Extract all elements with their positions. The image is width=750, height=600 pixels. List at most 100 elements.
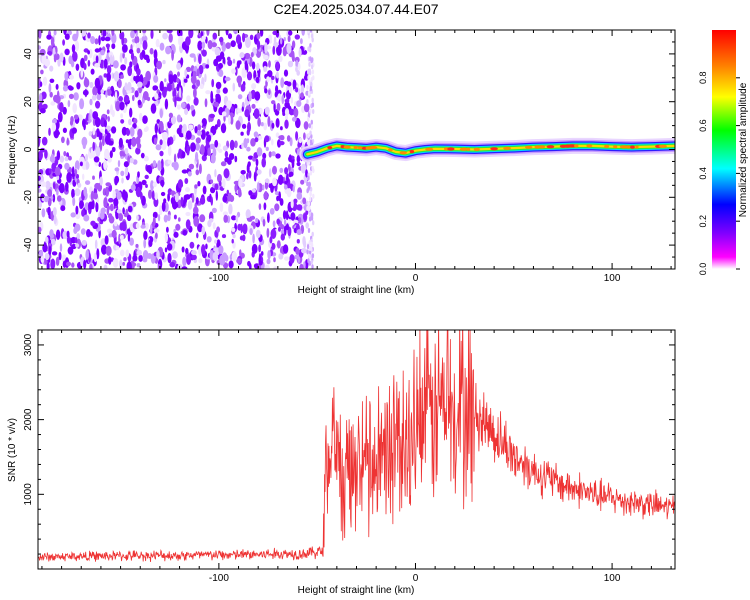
noise-speckle <box>173 231 179 238</box>
noise-speckle <box>288 171 294 177</box>
noise-speckle <box>121 177 124 184</box>
noise-speckle <box>125 139 130 144</box>
noise-speckle <box>71 166 75 176</box>
x-tick-label: 100 <box>604 273 621 284</box>
noise-speckle <box>295 131 299 141</box>
noise-speckle <box>248 91 252 102</box>
noise-speckle <box>121 36 125 46</box>
noise-speckle <box>60 205 66 212</box>
noise-speckle <box>107 30 110 34</box>
noise-speckle <box>173 214 177 220</box>
noise-speckle <box>215 190 218 201</box>
noise-speckle <box>228 203 233 215</box>
noise-speckle <box>222 145 228 151</box>
noise-speckle <box>124 192 128 203</box>
noise-speckle <box>255 229 261 239</box>
noise-speckle <box>180 57 184 66</box>
noise-speckle <box>74 237 78 244</box>
noise-speckle <box>185 247 189 255</box>
noise-speckle <box>283 184 288 190</box>
colorbar-ticks: 0.0 0.2 0.4 0.6 0.8 <box>698 72 740 275</box>
noise-speckle <box>252 233 255 244</box>
noise-speckle <box>264 106 270 115</box>
noise-speckle <box>210 90 214 102</box>
noise-speckle <box>83 214 90 222</box>
noise-speckle <box>249 263 252 269</box>
spectrogram-noise-region <box>38 30 315 269</box>
noise-speckle <box>174 192 179 203</box>
noise-speckle <box>143 238 147 249</box>
noise-speckle <box>141 179 147 186</box>
noise-speckle <box>227 56 231 62</box>
noise-speckle <box>280 77 285 89</box>
noise-speckle <box>303 132 306 140</box>
noise-speckle <box>120 64 126 71</box>
noise-speckle <box>126 214 132 222</box>
noise-speckle <box>224 157 231 163</box>
noise-speckle <box>302 197 307 205</box>
noise-speckle <box>308 123 311 129</box>
noise-speckle <box>307 175 310 181</box>
noise-speckle <box>39 48 46 56</box>
noise-speckle <box>69 74 74 80</box>
noise-speckle <box>167 214 171 222</box>
noise-speckle <box>231 238 234 244</box>
noise-speckle <box>44 252 50 261</box>
noise-speckle <box>275 61 280 71</box>
noise-speckle <box>276 218 281 225</box>
noise-speckle <box>278 226 281 232</box>
noise-speckle <box>111 109 115 118</box>
noise-speckle <box>152 216 156 227</box>
noise-speckle <box>50 233 54 239</box>
noise-speckle <box>100 36 106 42</box>
noise-speckle <box>276 44 282 56</box>
noise-speckle <box>195 30 200 33</box>
noise-speckle <box>272 177 277 187</box>
ridge-peak <box>635 145 639 149</box>
noise-speckle <box>260 251 264 256</box>
noise-speckle <box>87 50 90 55</box>
noise-speckle <box>142 80 146 87</box>
noise-speckle <box>130 30 135 39</box>
noise-speckle <box>279 141 285 146</box>
noise-speckle <box>226 100 232 109</box>
noise-speckle <box>158 205 163 216</box>
noise-speckle <box>189 241 195 249</box>
noise-speckle <box>199 83 204 90</box>
noise-speckle <box>303 103 310 113</box>
noise-speckle <box>196 68 200 77</box>
noise-speckle <box>65 181 69 192</box>
noise-speckle <box>82 89 89 96</box>
noise-speckle <box>113 60 119 69</box>
noise-speckle <box>187 171 192 177</box>
noise-speckle <box>92 111 99 120</box>
ridge-peak <box>613 145 618 149</box>
noise-speckle <box>284 108 290 117</box>
noise-speckle <box>248 190 253 196</box>
noise-speckle <box>56 188 59 196</box>
noise-speckle <box>94 77 101 89</box>
noise-speckle <box>104 134 111 145</box>
noise-speckle <box>307 228 311 233</box>
noise-speckle <box>87 59 91 67</box>
noise-speckle <box>88 131 93 137</box>
noise-speckle <box>111 229 117 239</box>
noise-speckle <box>108 256 112 265</box>
noise-speckle <box>279 198 284 206</box>
noise-speckle <box>48 83 52 94</box>
noise-speckle <box>56 174 60 181</box>
noise-speckle <box>141 35 148 43</box>
noise-speckle <box>130 184 136 191</box>
noise-speckle <box>233 103 238 109</box>
noise-speckle <box>204 98 208 108</box>
noise-speckle <box>261 157 267 168</box>
noise-speckle <box>57 57 61 67</box>
y-tick-label: 1000 <box>23 483 34 506</box>
noise-speckle <box>309 186 313 192</box>
noise-speckle <box>176 83 180 92</box>
noise-speckle <box>220 123 227 134</box>
snr-frame <box>37 329 676 570</box>
noise-speckle <box>234 140 238 149</box>
noise-speckle <box>106 125 111 132</box>
